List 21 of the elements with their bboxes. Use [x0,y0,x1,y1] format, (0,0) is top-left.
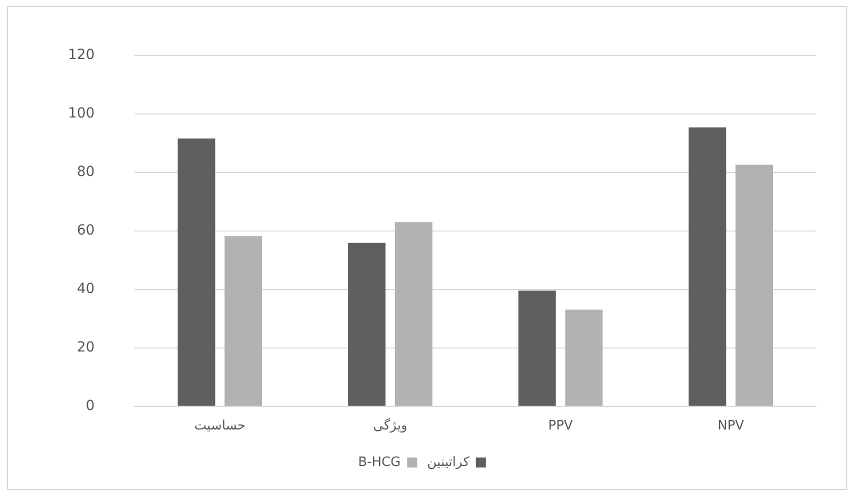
y-tick-label: 0 [86,398,95,414]
bar [565,310,603,406]
y-tick-label: 60 [76,222,95,239]
x-tick-label: NPV [718,418,744,434]
x-tick-label: PPV [548,418,573,434]
bar [518,290,556,406]
y-tick-label: 40 [76,281,95,298]
y-tick-label: 120 [68,47,95,64]
y-tick-label: 80 [76,164,95,180]
bar [224,236,262,406]
bar [736,164,773,406]
x-tick-label: ویژگی [373,418,408,434]
bar [178,138,216,406]
bar [348,242,386,406]
bar [394,222,432,406]
bar [688,127,726,406]
y-tick-label: 20 [76,340,95,356]
legend-label: B-HCG [358,454,401,470]
x-tick-label: حساسیت [194,418,246,434]
y-tick-label: 100 [68,106,95,122]
legend-label: کراتینین [427,454,470,470]
